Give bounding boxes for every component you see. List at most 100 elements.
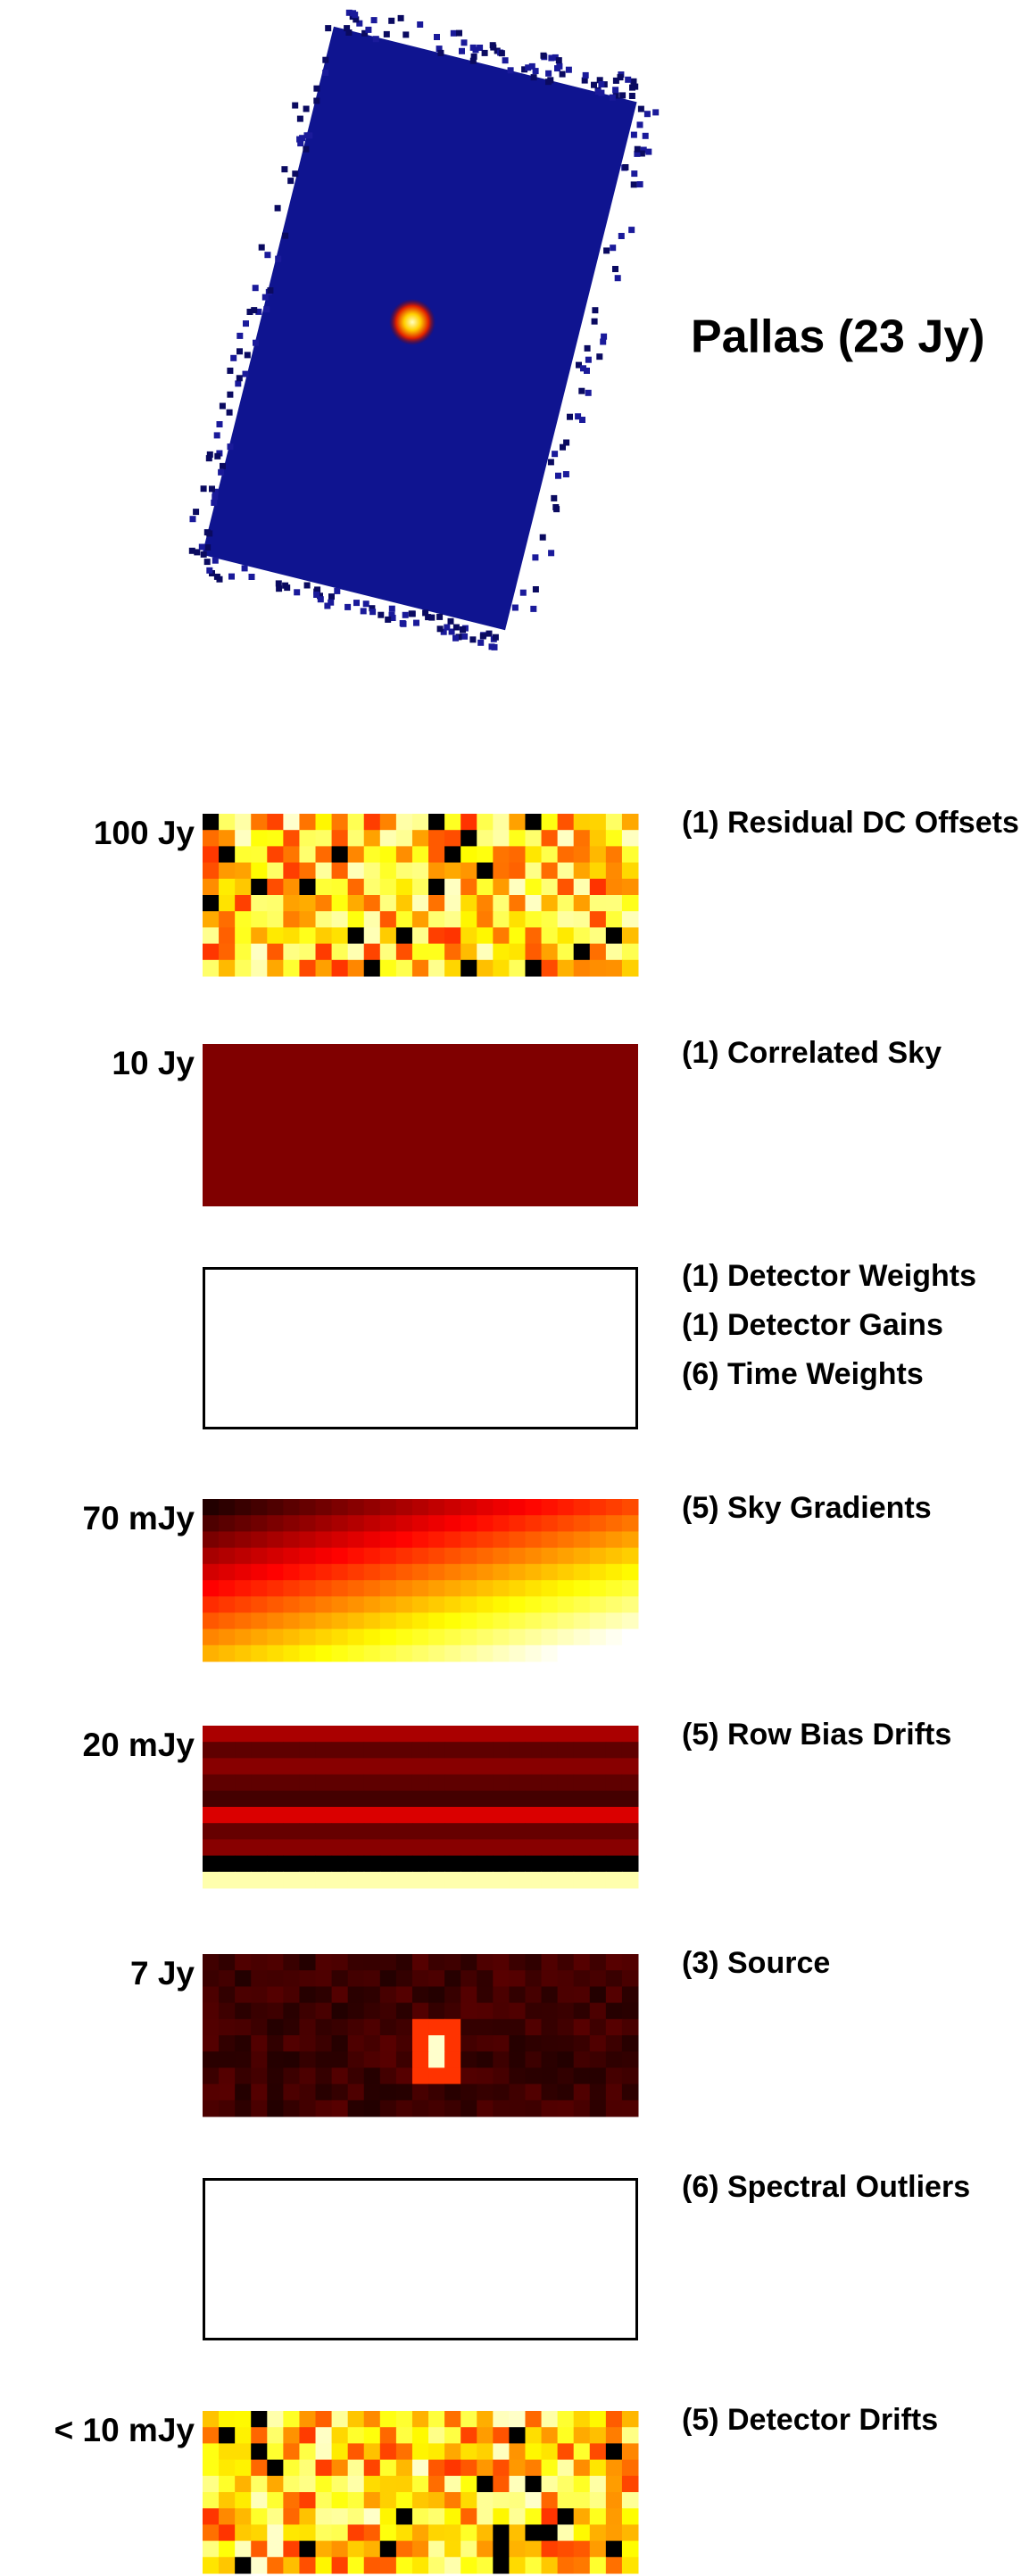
pixel [235, 1823, 252, 1840]
panel-image [203, 1044, 638, 1206]
map-pixel [398, 15, 404, 21]
pixel [203, 1515, 220, 1532]
pixel [461, 2019, 477, 2036]
pixel [364, 2035, 381, 2052]
pixel [235, 2460, 252, 2477]
pixel [590, 1839, 607, 1856]
pixel [283, 1645, 300, 1662]
pixel [428, 2508, 445, 2525]
map-pixel [422, 609, 428, 616]
pixel [348, 1726, 365, 1743]
pixel [525, 944, 542, 961]
pixel [364, 1807, 381, 1824]
pixel [235, 1839, 252, 1856]
pixel [299, 1499, 316, 1516]
pixel [493, 2476, 510, 2493]
pixel [251, 1791, 268, 1808]
pixel [299, 1612, 316, 1629]
pixel [622, 879, 639, 896]
map-pixel [243, 320, 249, 327]
pixel [558, 1807, 575, 1824]
pixel [444, 1954, 461, 1971]
pixel [461, 2460, 477, 2477]
pixel [412, 1839, 429, 1856]
pixel [348, 1499, 365, 1516]
map-pixel [448, 618, 454, 625]
pixel [542, 895, 559, 912]
map-pixel [603, 247, 610, 253]
pixel [461, 1954, 477, 1971]
pixel [396, 911, 413, 928]
map-pixel [204, 529, 211, 535]
pixel [461, 879, 477, 896]
map-pixel [385, 617, 391, 623]
pixel [428, 1807, 445, 1824]
pixel [348, 1872, 365, 1889]
pixel [283, 1742, 300, 1759]
pixel [477, 2524, 494, 2541]
pixel [267, 1986, 284, 2003]
pixel [348, 1986, 365, 2003]
pixel [235, 830, 252, 847]
pixel [364, 2508, 381, 2525]
map-pixel [303, 146, 309, 153]
pixel [267, 1612, 284, 1629]
pixel [477, 1986, 494, 2003]
pixel [251, 1548, 268, 1565]
pixel [299, 911, 316, 928]
pixel [574, 1872, 591, 1889]
pixel [509, 1791, 526, 1808]
pixel [509, 2492, 526, 2509]
pixel [590, 2476, 607, 2493]
map-pixel [540, 534, 546, 541]
panel-frame [204, 2180, 637, 2340]
pixel [428, 2427, 445, 2444]
pixel [219, 846, 236, 863]
pixel [316, 1807, 333, 1824]
pixel [267, 2492, 284, 2509]
pixel [606, 1856, 623, 1873]
pixel [444, 2492, 461, 2509]
pixel [622, 927, 639, 944]
pixel [348, 2541, 365, 2558]
pixel [235, 1872, 252, 1889]
pixel [283, 1839, 300, 1856]
pixel [574, 927, 591, 944]
pixel [477, 1775, 494, 1792]
map-pixel [237, 348, 243, 354]
pixel [348, 911, 365, 928]
map-pixel [281, 166, 287, 172]
pixel [380, 2460, 397, 2477]
pixel [493, 863, 510, 880]
pixel [461, 1531, 477, 1548]
pixel [283, 1564, 300, 1581]
pixel [235, 895, 252, 912]
pixel [396, 1596, 413, 1613]
pixel [558, 1791, 575, 1808]
pixel [461, 2476, 477, 2493]
pixel [396, 944, 413, 961]
pixel [412, 927, 429, 944]
title: Pallas (23 Jy) [691, 311, 985, 363]
pixel [461, 2003, 477, 2020]
pixel [219, 2508, 236, 2525]
pixel [542, 2508, 559, 2525]
pixel [574, 911, 591, 928]
pixel [203, 2427, 220, 2444]
map-pixel [384, 31, 390, 37]
map-pixel [199, 544, 205, 551]
pixel [444, 1839, 461, 1856]
pixel [283, 2443, 300, 2460]
map-pixel [600, 339, 606, 345]
map-pixel [378, 612, 384, 618]
pixel [412, 2019, 429, 2036]
pixel [461, 1629, 477, 1646]
pixel [299, 1807, 316, 1824]
pixel [542, 2003, 559, 2020]
pixel [380, 830, 397, 847]
pixel [299, 2460, 316, 2477]
map-pixel [204, 544, 211, 551]
pixel [574, 863, 591, 880]
pixel [283, 927, 300, 944]
pixel [574, 2492, 591, 2509]
